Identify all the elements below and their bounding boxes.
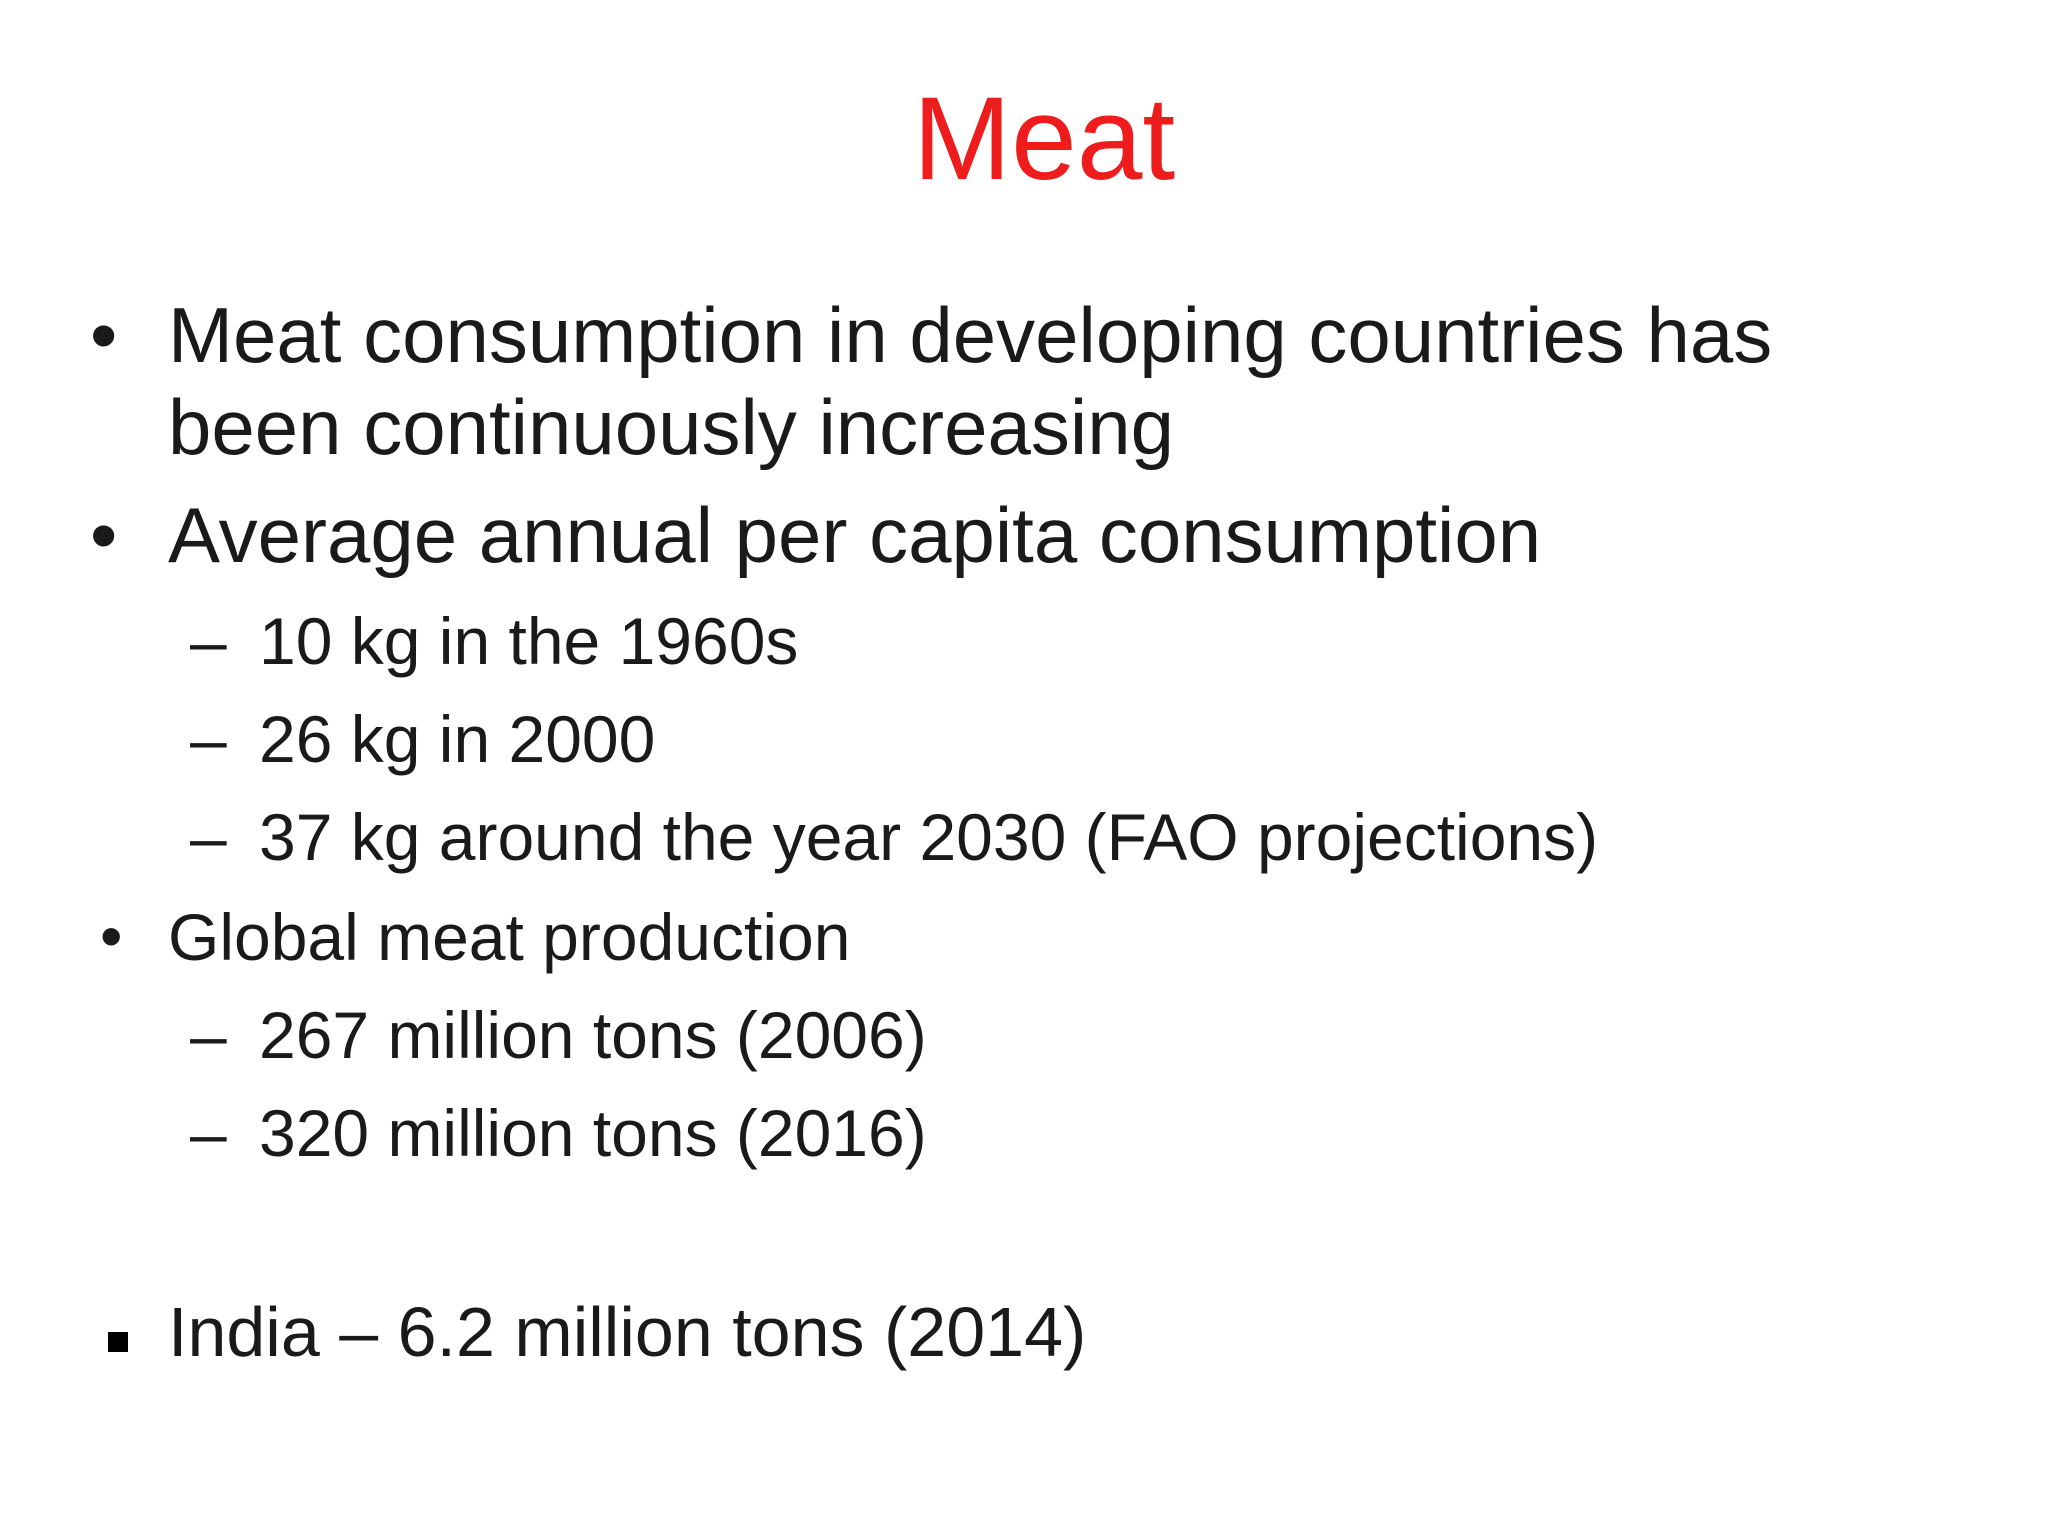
bullet-text: Average annual per capita consumption	[168, 491, 1542, 579]
dash-marker: –	[190, 1096, 227, 1170]
slide-title: Meat	[912, 73, 1176, 205]
bullet-dot: •	[90, 291, 118, 379]
bullet-text: been continuously increasing	[168, 383, 1175, 471]
sub-bullet-text: 10 kg in the 1960s	[259, 604, 799, 678]
bullet-dot: •	[100, 900, 123, 972]
bullet-text: Global meat production	[168, 900, 851, 974]
sub-bullet-text: 37 kg around the year 2030 (FAO projecti…	[259, 800, 1599, 874]
dash-marker: –	[190, 702, 227, 776]
dash-marker: –	[190, 998, 227, 1072]
dash-marker: –	[190, 800, 227, 874]
sub-bullet-text: 320 million tons (2016)	[259, 1096, 927, 1170]
bullet-text: India – 6.2 million tons (2014)	[168, 1293, 1087, 1371]
bullet-dot: •	[90, 491, 118, 579]
square-bullet-icon	[108, 1332, 128, 1352]
dash-marker: –	[190, 604, 227, 678]
sub-bullet-text: 267 million tons (2006)	[259, 998, 927, 1072]
bullet-text: Meat consumption in developing countries…	[168, 291, 1773, 379]
sub-bullet-text: 26 kg in 2000	[259, 702, 656, 776]
